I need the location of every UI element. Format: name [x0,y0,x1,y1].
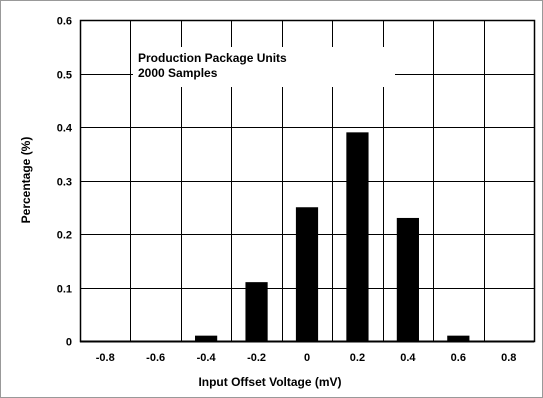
y-axis-title: Percentage (%) [19,137,33,224]
histogram-bar [396,217,419,341]
x-axis-title: Input Offset Voltage (mV) [198,375,341,389]
histogram-bar [346,132,369,341]
histogram-bar [295,207,319,341]
y-tick-label: 0.2 [57,230,72,242]
x-tick-labels: -0.8 -0.6 -0.4 -0.2 0 0.2 0.4 0.6 0.8 [96,352,517,364]
histogram-bar [245,282,268,341]
plot-frame [79,19,536,343]
annotation-line-1: Production Package Units [138,51,287,65]
histogram-bar [195,335,218,341]
bar-layer [195,132,470,341]
y-tick-labels: 0 0.1 0.2 0.3 0.4 0.5 0.6 [57,16,73,349]
x-tick-label: 0 [304,352,310,364]
y-tick-label: 0.4 [57,123,73,135]
y-tick-label: 0.3 [57,177,72,189]
x-tick-label: -0.2 [247,352,266,364]
x-tick-label: 0.8 [501,352,516,364]
x-tick-label: -0.8 [96,352,115,364]
histogram-bar [447,335,470,341]
annotation-background [133,47,395,87]
y-tick-label: 0.5 [57,70,72,82]
x-tick-label: -0.6 [146,352,165,364]
x-tick-label: 0.2 [350,352,365,364]
y-tick-label: 0 [66,337,72,349]
x-tick-label: -0.4 [197,352,217,364]
y-tick-label: 0.6 [57,16,72,28]
x-tick-label: 0.6 [451,352,466,364]
annotation-line-2: 2000 Samples [138,66,218,80]
y-tick-label: 0.1 [57,284,72,296]
x-tick-label: 0.4 [400,352,416,364]
